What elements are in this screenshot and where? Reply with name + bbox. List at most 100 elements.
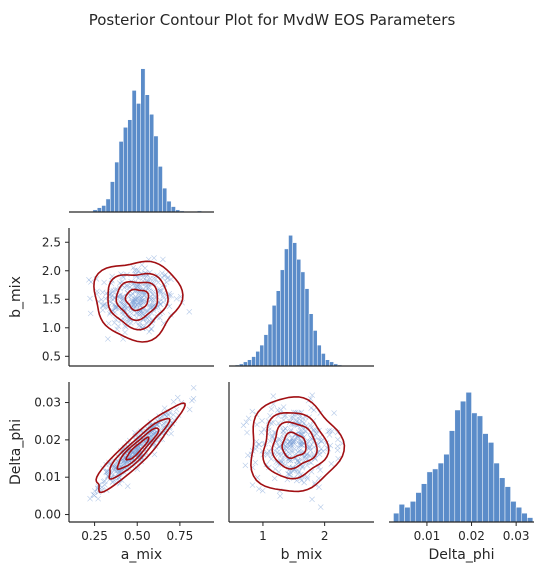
histogram-bar [131, 90, 137, 213]
histogram-bar [308, 313, 314, 367]
scatter-point [136, 323, 142, 329]
histogram-bar [114, 161, 120, 213]
histogram-bar [488, 442, 495, 523]
histogram-bar [515, 507, 522, 523]
histogram-bar [312, 330, 318, 367]
histogram-bar [437, 462, 444, 523]
scatter-point [87, 495, 93, 502]
histogram-bar [454, 409, 461, 523]
scatter-point [277, 493, 283, 499]
scatter-point [87, 310, 94, 317]
scatter-point [189, 397, 195, 404]
scatter-point [296, 413, 303, 420]
y-axis-label: b_mix [8, 276, 24, 318]
scatter-point [105, 320, 112, 327]
scatter-point [146, 304, 153, 311]
scatter-point [301, 434, 307, 440]
histogram-bar [284, 248, 289, 367]
y-tick-label: 0.01 [34, 470, 61, 484]
scatter-point [143, 319, 150, 326]
scatter-point [170, 411, 177, 418]
scatter-point [282, 412, 289, 419]
contour-line [125, 436, 150, 461]
scatter-point [130, 264, 137, 271]
scatter-point [270, 393, 277, 399]
scatter-point [112, 305, 119, 312]
contour-line [281, 431, 307, 459]
scatter-point [287, 438, 293, 445]
histogram-bar [304, 288, 310, 367]
scatter-a_mix-b_mix [86, 255, 193, 342]
scatter-point [259, 487, 266, 494]
scatter-point [245, 415, 252, 422]
scatter-point [150, 280, 157, 287]
histogram-bar [280, 269, 285, 367]
histogram-bar [153, 135, 159, 213]
histogram-bar [296, 259, 302, 367]
scatter-point [311, 407, 317, 413]
scatter-point [143, 314, 150, 320]
scatter-point [317, 504, 324, 510]
scatter-point [249, 482, 256, 488]
scatter-point [171, 417, 177, 423]
scatter-point [190, 384, 197, 391]
scatter-point [304, 462, 310, 469]
scatter-point [124, 283, 131, 289]
scatter-point [161, 405, 168, 411]
scatter-point [129, 299, 136, 306]
scatter-point [88, 279, 94, 285]
scatter-point [163, 279, 170, 286]
scatter-point [306, 444, 313, 451]
scatter-point [111, 301, 117, 308]
scatter-point [275, 436, 282, 443]
contour-line [271, 421, 318, 470]
y-tick-label: 0.00 [34, 508, 61, 522]
scatter-point [151, 255, 157, 261]
scatter-point [159, 270, 165, 276]
histogram-bar [448, 430, 456, 523]
scatter-point [100, 478, 107, 485]
scatter-point [240, 422, 247, 429]
scatter-b_mix-Delta_phi [240, 392, 346, 510]
scatter-point [264, 452, 271, 458]
scatter-point [281, 413, 288, 419]
scatter-point [303, 452, 310, 459]
scatter-point [274, 449, 281, 456]
histogram-bar [110, 181, 115, 213]
histogram-bar [527, 517, 534, 523]
scatter-point [267, 438, 273, 445]
scatter-point [309, 392, 316, 399]
histogram-bar [123, 127, 128, 213]
scatter-point [133, 450, 139, 456]
scatter-point [99, 289, 106, 296]
histogram-bar [170, 206, 176, 213]
scatter-point [242, 462, 249, 469]
scatter-point [289, 449, 295, 456]
scatter-point [100, 302, 106, 308]
scatter-point [335, 436, 341, 443]
contour-line [116, 427, 160, 470]
histogram-bar [393, 512, 400, 523]
histogram-bar [243, 361, 248, 367]
scatter-point [168, 276, 174, 283]
scatter-point [115, 323, 122, 330]
scatter-point [317, 467, 324, 473]
histogram-bar [267, 323, 273, 367]
contours-a_mix-Delta_phi [95, 402, 186, 494]
scatter-a_mix-Delta_phi [87, 384, 197, 502]
scatter-point [155, 279, 162, 286]
scatter-point [141, 296, 147, 303]
histogram-bar [101, 205, 107, 213]
scatter-point [316, 484, 322, 490]
scatter-point [272, 466, 279, 472]
y-axis-label: Delta_phi [8, 419, 24, 485]
scatter-point [161, 273, 168, 279]
histogram-bar [271, 305, 277, 367]
scatter-point [134, 267, 140, 273]
scatter-point [307, 422, 314, 428]
scatter-point [101, 279, 107, 286]
histogram-bar [325, 359, 330, 367]
scatter-point [98, 296, 105, 303]
scatter-point [186, 406, 193, 413]
